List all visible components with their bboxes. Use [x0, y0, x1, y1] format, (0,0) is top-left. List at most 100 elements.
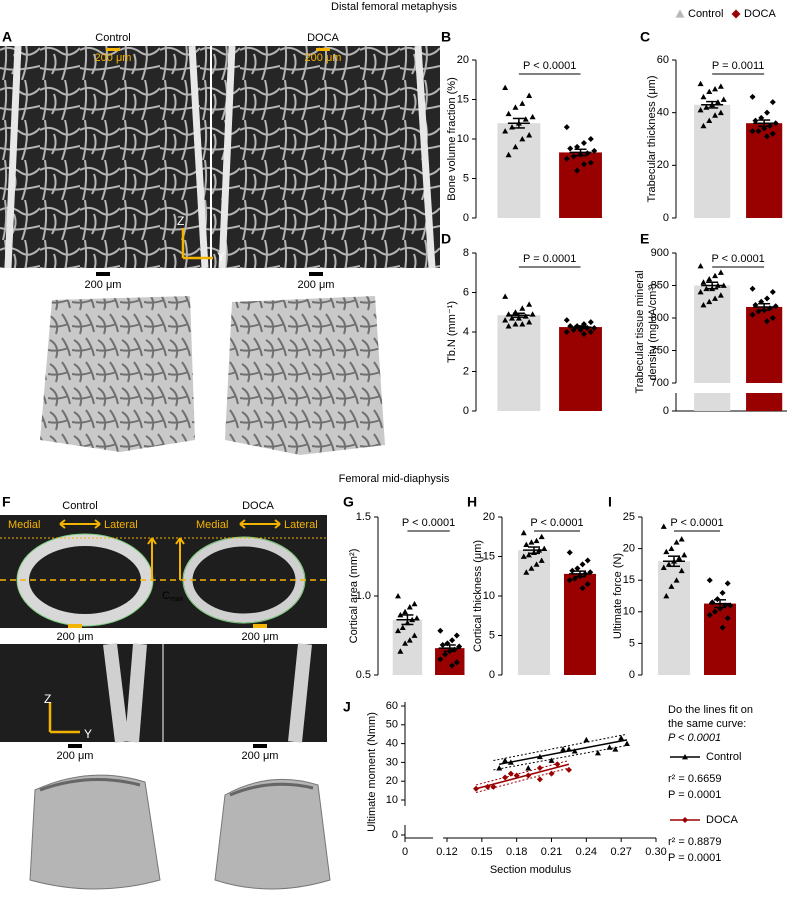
ct-image — [212, 46, 440, 268]
data-point — [395, 593, 402, 599]
x-tick-label: 0.24 — [576, 846, 597, 858]
data-point — [591, 325, 598, 332]
data-point — [623, 740, 630, 746]
data-point — [449, 637, 456, 644]
data-point — [560, 746, 567, 752]
data-point — [439, 641, 446, 648]
data-point — [525, 765, 532, 771]
data-point — [717, 292, 724, 298]
data-point — [569, 567, 576, 574]
data-point — [519, 305, 526, 311]
data-point — [502, 317, 509, 323]
axis-arrows — [48, 702, 80, 734]
3d-render — [225, 296, 385, 455]
data-point — [566, 549, 573, 556]
direction-label: Lateral — [104, 519, 138, 531]
y-axis-label: Cortical thickness (μm) — [472, 540, 484, 652]
data-point — [554, 761, 561, 768]
data-point — [502, 128, 509, 134]
data-point — [580, 139, 587, 146]
data-point — [571, 748, 578, 754]
image-label: DOCA — [307, 32, 339, 44]
data-point — [520, 553, 527, 559]
y-tick-label: 10 — [457, 133, 469, 145]
data-point — [717, 109, 724, 116]
direction-label: Medial — [8, 519, 40, 531]
y-tick-label: 5 — [489, 629, 495, 641]
y-tick-label: 60 — [386, 700, 398, 712]
y-tick-label: 15 — [457, 93, 469, 105]
data-point — [502, 84, 509, 91]
axis-label: Y — [84, 727, 92, 741]
annotation: the same curve: — [668, 718, 746, 730]
p-value: P < 0.0001 — [530, 517, 583, 529]
data-point — [533, 561, 540, 567]
scale-bar — [68, 624, 82, 628]
scale-label: 200 μm — [57, 750, 94, 762]
y-axis-label: Tb.N (mm⁻¹) — [446, 301, 458, 363]
render-edge — [229, 782, 314, 797]
data-point — [563, 124, 570, 131]
data-point — [587, 159, 594, 166]
data-point — [665, 561, 672, 567]
cmax-label: Cmax — [162, 590, 184, 603]
data-point — [473, 785, 480, 792]
data-point — [587, 319, 594, 326]
y-axis-label: Trabecular tissue mineral — [634, 270, 646, 393]
data-point — [406, 604, 413, 610]
panel-letter: F — [2, 494, 11, 510]
data-point — [437, 627, 444, 634]
r2-label: r² = 0.6659 — [668, 773, 722, 785]
y-tick-label: 2 — [463, 365, 469, 377]
data-point — [490, 783, 497, 790]
y-tick-label: 850 — [651, 279, 669, 291]
data-point — [584, 581, 591, 588]
data-point — [533, 537, 540, 544]
data-point — [512, 321, 519, 327]
y-axis-label: density (mgHA/cm³) — [647, 283, 659, 380]
data-point — [668, 545, 675, 551]
bar — [746, 393, 783, 411]
panel-letter: I — [608, 494, 612, 510]
y-tick-label: 0 — [629, 669, 635, 681]
scale-label: 200 μm — [57, 631, 94, 643]
data-point — [663, 548, 670, 555]
scale-label: 200 μm — [305, 52, 342, 64]
data-point — [712, 295, 719, 301]
3d-render — [214, 778, 331, 890]
data-point — [507, 770, 514, 777]
cmax-sub: max — [170, 596, 184, 603]
data-point — [519, 100, 526, 106]
y-tick-label: 25 — [623, 511, 635, 523]
data-point — [502, 293, 509, 299]
cmax-base: C — [162, 590, 170, 602]
panel-letter: B — [441, 29, 451, 45]
scale-label: 200 μm — [298, 279, 335, 291]
panel-letter: A — [2, 29, 12, 45]
bar — [518, 550, 550, 675]
data-point — [523, 541, 530, 548]
data-point — [528, 539, 535, 545]
data-point — [526, 301, 533, 307]
p-value: P < 0.0001 — [711, 253, 764, 265]
y-tick-label: 15 — [483, 550, 495, 562]
x-tick-label: 0.27 — [610, 846, 631, 858]
scale-bar — [96, 272, 110, 276]
y-tick-label: 8 — [463, 247, 469, 259]
p-value: P = 0.0001 — [668, 852, 721, 864]
cortex — [103, 643, 312, 743]
y-tick-label: 700 — [651, 377, 669, 389]
data-point — [583, 736, 590, 743]
data-point — [764, 295, 771, 302]
scale-label: 200 μm — [95, 52, 132, 64]
y-tick-label: 750 — [651, 344, 669, 356]
data-point — [719, 589, 726, 596]
data-point — [764, 109, 771, 116]
data-point — [579, 585, 586, 592]
data-point — [697, 289, 704, 295]
y-axis-label: Cortical area (mm²) — [348, 549, 360, 644]
data-point — [676, 555, 683, 561]
y-tick-label: 1.0 — [356, 590, 371, 602]
panel-letter: C — [640, 29, 650, 45]
